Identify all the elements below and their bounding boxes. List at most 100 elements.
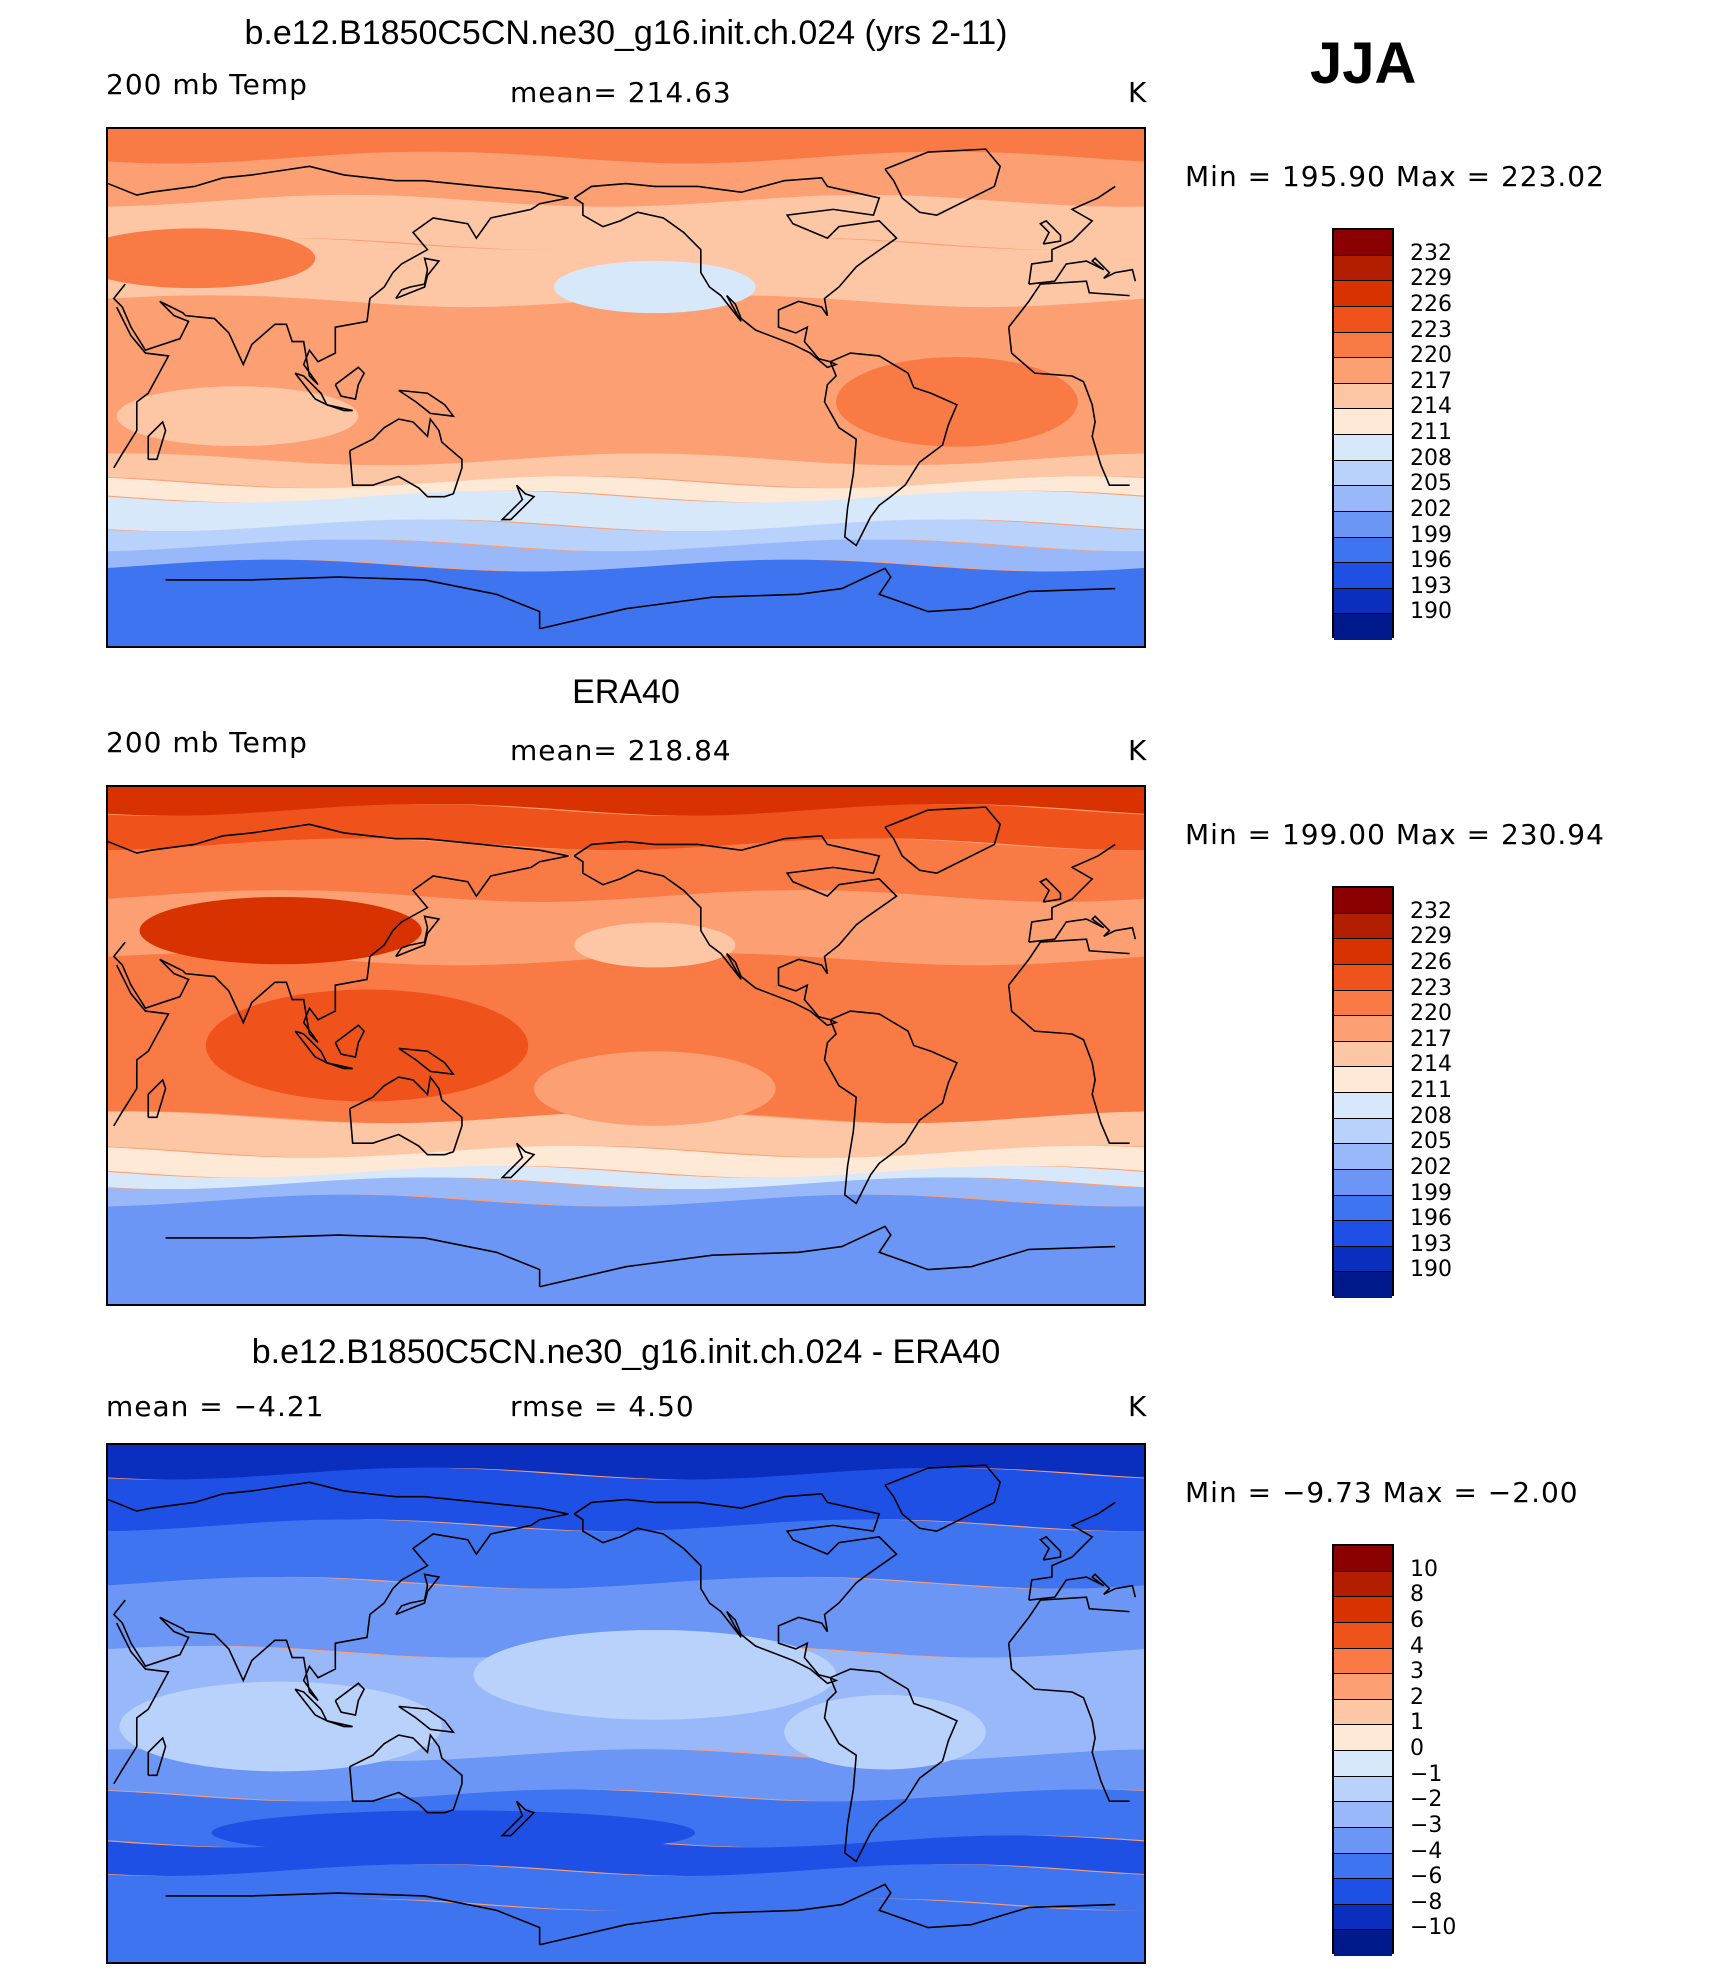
colorbar-tick-label: 208 [1410,1103,1452,1129]
panel-3-units: K [1128,1390,1148,1423]
colorbar-tick-label: 208 [1410,445,1452,471]
panel-2-title: ERA40 [572,673,680,711]
colorbar-tick-label: 190 [1410,599,1452,625]
colorbar-segment [1334,358,1392,384]
coastline [573,176,898,369]
coastline [334,366,366,400]
colorbar-tick-label: 10 [1410,1556,1438,1582]
coastline [108,165,1137,386]
colorbar-segment [1334,1118,1392,1145]
colorbar-segment [1334,1827,1392,1854]
colorbar-segment [1334,939,1392,965]
contour-band [108,151,1144,207]
contour-region [205,989,529,1102]
contour-band [108,1194,1144,1304]
colorbar-tick-label: 196 [1410,1206,1452,1232]
panel-1-title: b.e12.B1850C5CN.ne30_g16.init.ch.024 (yr… [244,14,1008,52]
coastline [398,389,456,418]
colorbar-segment [1334,1725,1392,1751]
colorbar-segment [1334,486,1392,512]
coastline [326,403,353,412]
contour-band [108,453,1144,489]
colorbar-tick-label: −6 [1410,1864,1443,1890]
coastline [398,1047,456,1076]
coastline [1039,877,1062,903]
colorbar-segment [1334,1221,1392,1247]
colorbar-segment [1334,511,1392,538]
coastline [294,372,329,407]
colorbar-segment [1334,1546,1392,1572]
coastline [348,1075,463,1156]
coastline [113,938,1130,1144]
contour-region [784,1694,986,1770]
colorbar-tick-label: −1 [1410,1761,1443,1787]
contour-region [554,260,756,314]
coastline [348,417,463,498]
colorbar-tick-label: 1 [1410,1710,1424,1736]
panel-2-map [106,785,1146,1306]
colorbar-segment [1334,1930,1392,1956]
colorbar-tick-label: 232 [1410,240,1452,266]
coastline [884,806,1002,874]
colorbar-tick-label: 217 [1410,368,1452,394]
colorbar-segment [1334,1879,1392,1905]
panel-3-rmse-label: rmse = 4.50 [510,1390,695,1423]
colorbar-tick-label: 6 [1410,1607,1424,1633]
coastline [398,1705,456,1734]
colorbar-segment [1334,1622,1392,1649]
colorbar-tick-label: 193 [1410,1231,1452,1257]
map-canvas [108,787,1144,1304]
coastline [147,1078,167,1119]
colorbar-tick-label: 0 [1410,1736,1424,1761]
colorbar-segment [1334,1067,1392,1093]
panel-1-field-label: 200 mb Temp [106,68,308,101]
contour-region [119,1681,442,1772]
map-canvas [108,1445,1144,1962]
coastline [884,1464,1002,1532]
colorbar-tick-label: −3 [1410,1812,1443,1838]
colorbar-tick-label: 199 [1410,1180,1452,1206]
colorbar-tick-label: −8 [1410,1889,1443,1915]
colorbar-segment [1334,1144,1392,1170]
colorbar-tick-label: 211 [1410,420,1452,445]
panel-3-colorbar [1332,1544,1394,1956]
contour-band [108,1864,1144,1911]
contour-band [108,1519,1144,1589]
colorbar-tick-label: 205 [1410,1129,1452,1155]
colorbar-segment [1334,281,1392,307]
contour-band [108,1165,1144,1190]
panel-1-mean-label: mean= 214.63 [510,76,732,109]
contour-band [108,787,1144,816]
colorbar-segment [1334,1674,1392,1700]
colorbar-segment [1334,255,1392,282]
colorbar-tick-label: 202 [1410,1154,1452,1180]
contour-band [108,539,1144,572]
colorbar-segment [1334,1597,1392,1623]
colorbar-segment [1334,1699,1392,1726]
colorbar-segment [1334,1169,1392,1196]
colorbar-segment [1334,230,1392,256]
coastline [108,823,1137,1044]
contour-region [139,896,422,965]
colorbar-segment [1334,1016,1392,1042]
colorbar-segment [1334,964,1392,991]
contour-region [108,228,316,289]
contour-region [836,357,1078,447]
colorbar-tick-label: 199 [1410,522,1452,548]
colorbar-tick-label: −2 [1410,1787,1443,1813]
colorbar-tick-label: 4 [1410,1633,1424,1659]
colorbar-segment [1334,383,1392,410]
panel-3-minmax: Min = −9.73 Max = −2.00 [1185,1476,1579,1509]
coastline [1039,219,1062,245]
colorbar-segment [1334,1093,1392,1119]
colorbar-segment [1334,1802,1392,1828]
coastline [165,567,1116,630]
colorbar-tick-label: 214 [1410,394,1452,420]
colorbar-tick-label: 190 [1410,1257,1452,1283]
contour-band [108,1898,1144,1962]
colorbar-tick-label: 196 [1410,548,1452,574]
colorbar-tick-label: 205 [1410,471,1452,497]
colorbar-tick-label: 220 [1410,343,1452,369]
coastline [395,257,441,300]
colorbar-segment [1334,614,1392,640]
